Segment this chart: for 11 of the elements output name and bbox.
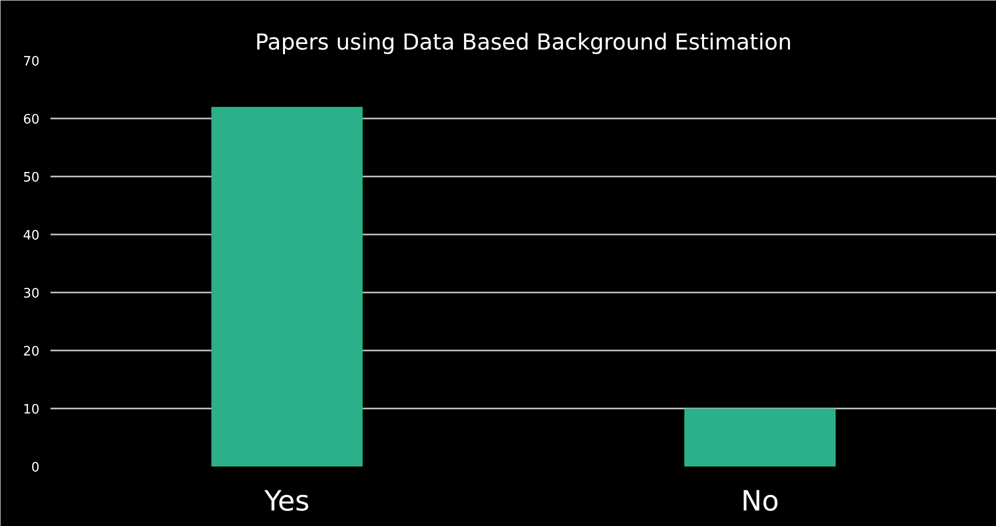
y-tick-label: 40 [22, 228, 40, 244]
y-tick-label: 10 [22, 402, 40, 418]
y-tick-label: 30 [22, 286, 40, 302]
chart-title: Papers using Data Based Background Estimation [255, 30, 792, 56]
x-tick-label: No [740, 484, 780, 518]
x-tick-label: Yes [263, 484, 310, 518]
y-tick-label: 60 [22, 112, 40, 128]
y-tick-label: 50 [22, 170, 40, 186]
y-tick-label: 70 [22, 54, 40, 70]
y-tick-label: 0 [31, 460, 40, 476]
y-tick-label: 20 [22, 344, 40, 360]
